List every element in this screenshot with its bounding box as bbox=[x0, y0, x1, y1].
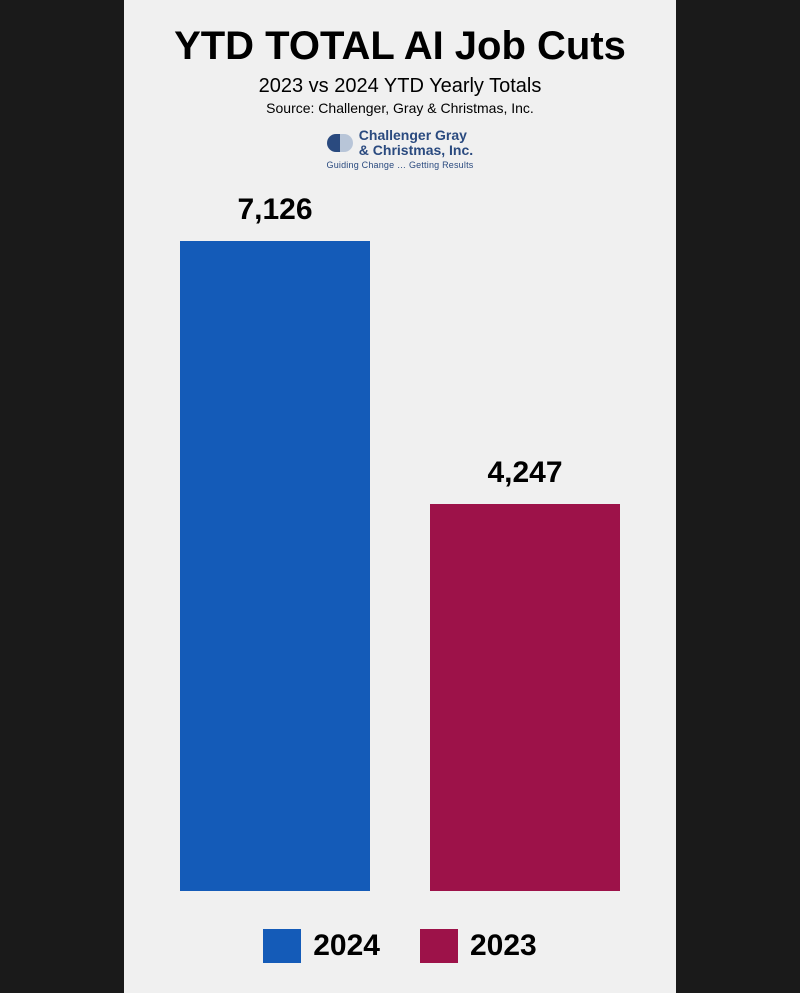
legend-item: 2023 bbox=[420, 929, 537, 963]
logo-row: Challenger Gray & Christmas, Inc. bbox=[327, 128, 473, 159]
logo-tagline: Guiding Change … Getting Results bbox=[327, 160, 474, 170]
legend-label: 2023 bbox=[470, 929, 537, 963]
logo-icon bbox=[327, 134, 353, 152]
bar bbox=[430, 504, 620, 891]
bar-column: 4,247 bbox=[430, 456, 620, 891]
chart-subtitle: 2023 vs 2024 YTD Yearly Totals bbox=[259, 75, 542, 98]
chart-source: Source: Challenger, Gray & Christmas, In… bbox=[266, 100, 534, 116]
legend-label: 2024 bbox=[313, 929, 380, 963]
legend-swatch bbox=[263, 929, 301, 963]
bar-value-label: 7,126 bbox=[237, 193, 312, 227]
bar bbox=[180, 241, 370, 891]
chart-title: YTD TOTAL AI Job Cuts bbox=[174, 24, 626, 69]
bar-value-label: 4,247 bbox=[487, 456, 562, 490]
chart-area: 7,126 4,247 bbox=[124, 170, 676, 921]
legend-item: 2024 bbox=[263, 929, 380, 963]
legend: 2024 2023 bbox=[263, 921, 537, 993]
logo-line1: Challenger Gray bbox=[359, 128, 473, 143]
chart-card: YTD TOTAL AI Job Cuts 2023 vs 2024 YTD Y… bbox=[124, 0, 676, 993]
logo-line2: & Christmas, Inc. bbox=[359, 143, 473, 158]
logo: Challenger Gray & Christmas, Inc. Guidin… bbox=[327, 128, 474, 170]
bar-column: 7,126 bbox=[180, 193, 370, 891]
logo-text-wrap: Challenger Gray & Christmas, Inc. bbox=[359, 128, 473, 159]
legend-swatch bbox=[420, 929, 458, 963]
